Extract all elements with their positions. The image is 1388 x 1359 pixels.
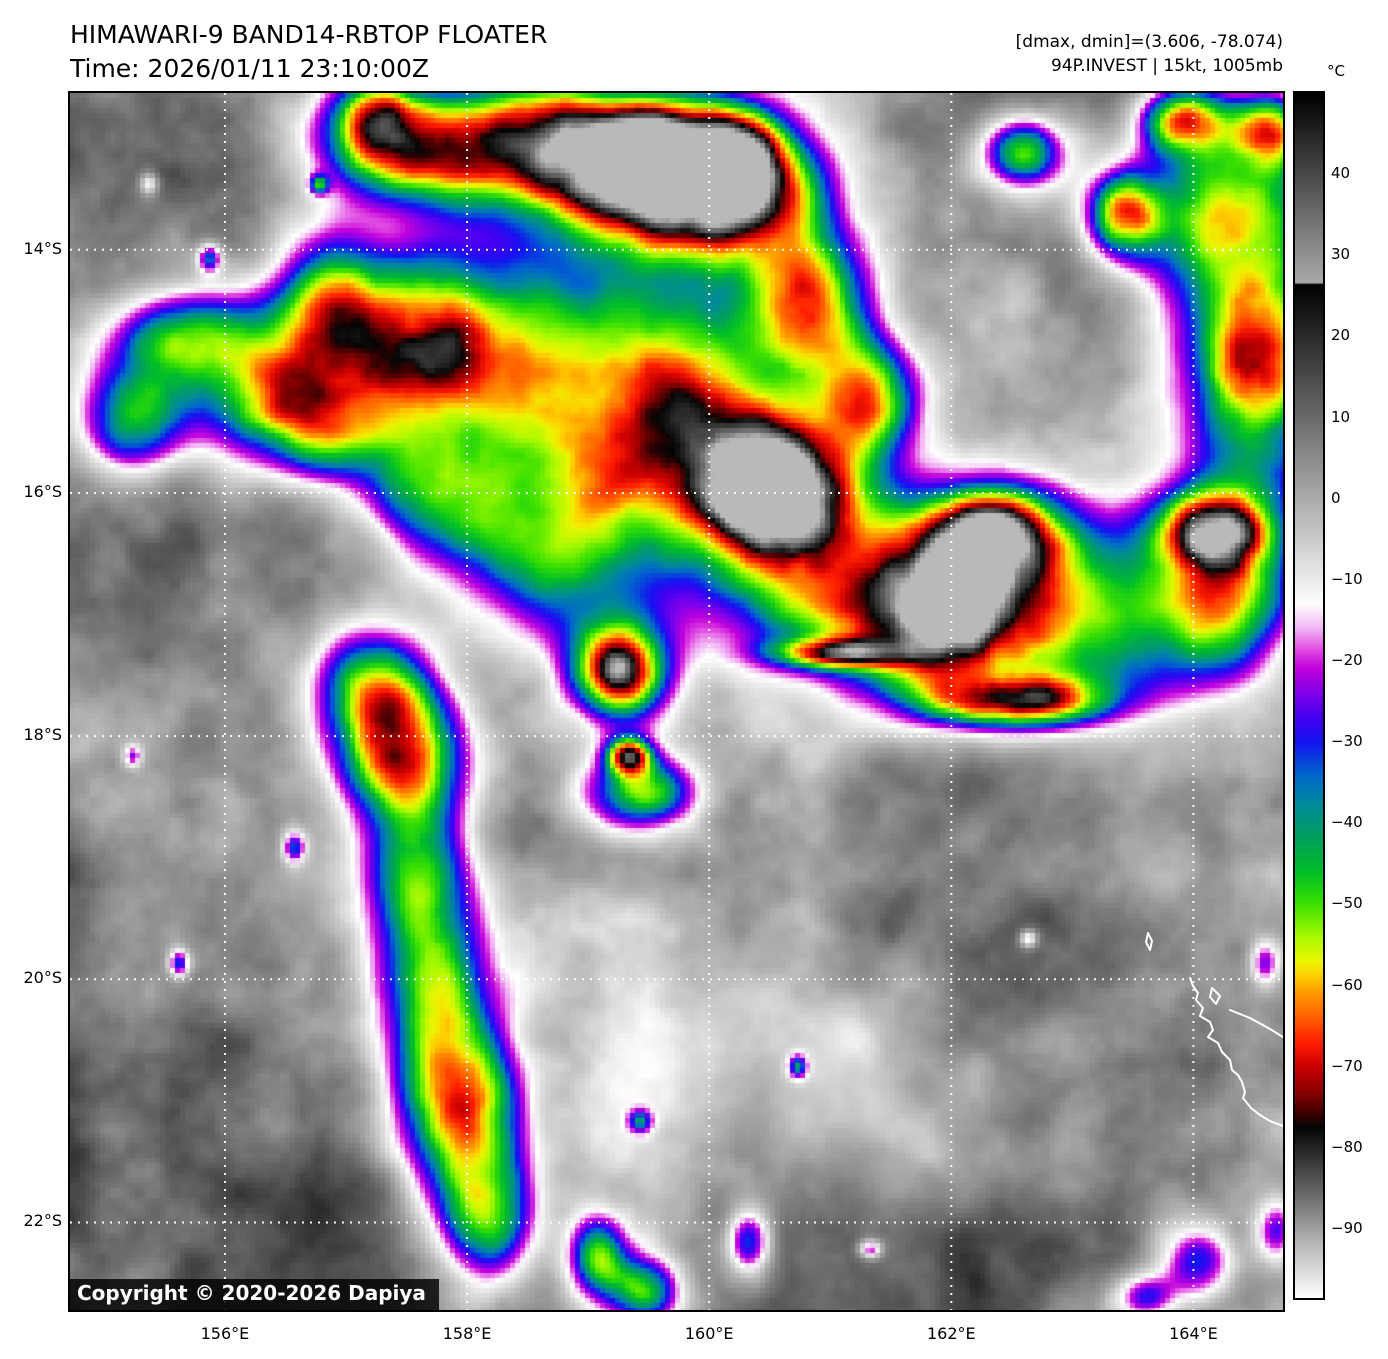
product-time: Time: 2026/01/11 23:10:00Z — [70, 54, 429, 83]
colorbar-tick-label: −10 — [1331, 569, 1363, 588]
colorbar-tick-label: −50 — [1331, 894, 1363, 913]
lon-tick-label: 164°E — [1169, 1324, 1218, 1343]
storm-annotation: 94P.INVEST | 15kt, 1005mb — [1050, 56, 1283, 76]
satellite-map: Copyright © 2020-2026 Dapiya — [68, 91, 1285, 1312]
lat-tick-label: 20°S — [23, 968, 62, 988]
colorbar-tick-label: −90 — [1331, 1219, 1363, 1238]
lat-tick-label: 22°S — [23, 1211, 62, 1231]
coastline-reef-line — [1229, 1009, 1283, 1038]
coastline-islet — [1209, 987, 1221, 1005]
lon-tick-label: 160°E — [684, 1324, 734, 1343]
colorbar-tick-label: −30 — [1331, 732, 1363, 751]
colorbar-tick-label: −60 — [1331, 975, 1363, 994]
colorbar-tick-label: 0 — [1331, 488, 1341, 507]
lat-tick-label: 16°S — [23, 481, 62, 501]
lat-tick-label: 18°S — [23, 725, 62, 745]
colorbar-tick-label: −70 — [1331, 1056, 1363, 1075]
lon-tick-label: 162°E — [926, 1324, 976, 1343]
colorbar-tick-label: 30 — [1331, 245, 1351, 264]
satellite-imagery-canvas — [70, 93, 1283, 1310]
colorbar-tick-label: −20 — [1331, 651, 1363, 669]
coastline-islet-small — [1145, 932, 1153, 951]
colorbar-tick-label: 40 — [1331, 164, 1351, 183]
colorbar-tick-label: 10 — [1331, 407, 1351, 426]
copyright-badge: Copyright © 2020-2026 Dapiya — [70, 1279, 439, 1310]
lon-tick-label: 156°E — [200, 1324, 250, 1343]
colorbar-unit-label: °C — [1327, 62, 1345, 80]
map-grid-coastline-overlay — [70, 93, 1283, 1310]
data-range-annotation: [dmax, dmin]=(3.606, -78.074) — [1015, 32, 1283, 52]
product-title: HIMAWARI-9 BAND14-RBTOP FLOATER — [70, 20, 548, 49]
coastline-new-caledonia-main — [1189, 977, 1283, 1127]
colorbar-tick-label: 20 — [1331, 326, 1351, 345]
lat-tick-label: 14°S — [23, 238, 62, 258]
colorbar-gradient-canvas — [1295, 93, 1323, 1298]
colorbar-tick-label: −40 — [1331, 813, 1363, 832]
lon-tick-label: 158°E — [442, 1324, 492, 1343]
colorbar — [1293, 91, 1325, 1300]
colorbar-tick-label: −80 — [1331, 1137, 1363, 1156]
